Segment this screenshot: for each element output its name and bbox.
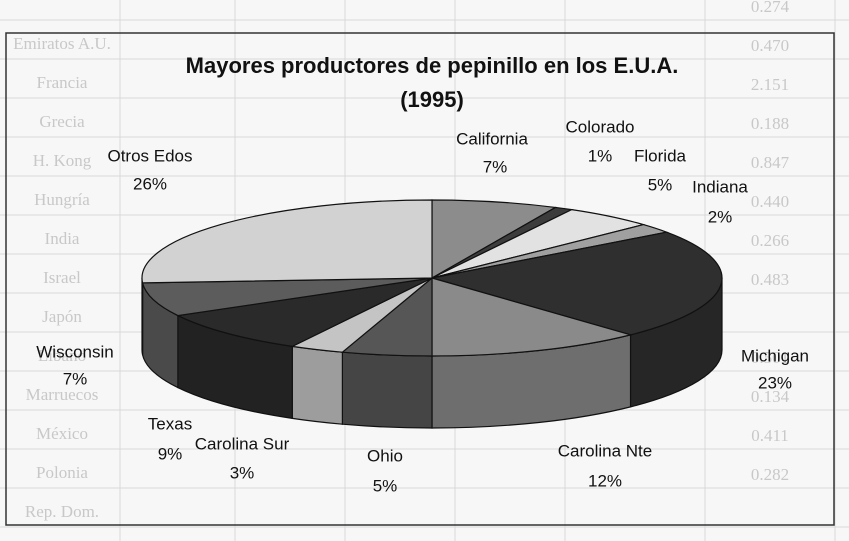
chart-frame bbox=[5, 32, 835, 526]
table-cell: India bbox=[45, 229, 80, 248]
table-cell: Grecia bbox=[39, 112, 85, 131]
slice-label: California bbox=[456, 129, 528, 148]
slice bbox=[141, 277, 433, 317]
slice-label: Indiana bbox=[692, 177, 748, 196]
slice-label: Florida bbox=[634, 146, 687, 165]
slice-value-label: 1% bbox=[588, 146, 613, 165]
slice-value-label: 23% bbox=[758, 373, 792, 392]
table-cell: Rep. Dom. bbox=[25, 502, 99, 521]
table-cell: Emiratos A.U. bbox=[13, 34, 111, 53]
table-cell: 0.501 bbox=[751, 348, 789, 367]
slice-value-label: 26% bbox=[133, 174, 167, 193]
slice-label: Carolina Nte bbox=[558, 441, 653, 460]
table-cell: H. Kong bbox=[33, 151, 92, 170]
table-cell: 0.188 bbox=[751, 114, 789, 133]
slice bbox=[431, 199, 558, 280]
slice bbox=[175, 277, 433, 347]
table-cell: 0.282 bbox=[751, 465, 789, 484]
table-cell: Líbano bbox=[38, 346, 86, 365]
slice-label: Michigan bbox=[741, 346, 809, 365]
slice-value-label: 12% bbox=[588, 471, 622, 490]
slice-side bbox=[141, 277, 144, 356]
slice-label: Otros Edos bbox=[107, 146, 192, 165]
table-cell: 0.274 bbox=[751, 0, 790, 16]
slice-label: Texas bbox=[148, 414, 192, 433]
slice-label: Ohio bbox=[367, 446, 403, 465]
table-cell: México bbox=[36, 424, 88, 443]
table-cell: Francia bbox=[37, 73, 88, 92]
slice-label: Colorado bbox=[566, 117, 635, 136]
chart-title: Mayores productores de pepinillo en los … bbox=[186, 53, 679, 78]
table-cell: 0.483 bbox=[751, 270, 789, 289]
slice-value-label: 5% bbox=[648, 175, 673, 194]
table-cell: 0.440 bbox=[751, 192, 789, 211]
slice-value-label: 5% bbox=[373, 476, 398, 495]
slice-label: Carolina Sur bbox=[195, 434, 290, 453]
slice-value-label: 9% bbox=[158, 444, 183, 463]
table-cell: Polonia bbox=[36, 463, 88, 482]
slice-value-label: 2% bbox=[708, 207, 733, 226]
table-cell: 0.847 bbox=[751, 153, 790, 172]
table-cell: 0.470 bbox=[751, 36, 789, 55]
table-cell: Japón bbox=[42, 307, 82, 326]
table-cell: 0.266 bbox=[751, 231, 789, 250]
table-cell: Hungría bbox=[34, 190, 90, 209]
slice-label: Wisconsin bbox=[36, 342, 113, 361]
table-cell: 0.134 bbox=[751, 387, 790, 406]
slice-side bbox=[291, 345, 343, 425]
table-cell: 2.151 bbox=[751, 75, 789, 94]
slice-value-label: 3% bbox=[230, 463, 255, 482]
table-cell: Marruecos bbox=[26, 385, 99, 404]
slice-value-label: 7% bbox=[483, 157, 508, 176]
slice bbox=[431, 277, 633, 357]
slice bbox=[431, 231, 723, 336]
slice-value-label: 7% bbox=[63, 369, 88, 388]
table-cell: 0.411 bbox=[751, 426, 789, 445]
slice-side bbox=[341, 351, 433, 429]
pie bbox=[141, 199, 723, 429]
slice bbox=[141, 199, 433, 284]
chart-subtitle: (1995) bbox=[400, 87, 464, 112]
table-cell: Israel bbox=[43, 268, 81, 287]
